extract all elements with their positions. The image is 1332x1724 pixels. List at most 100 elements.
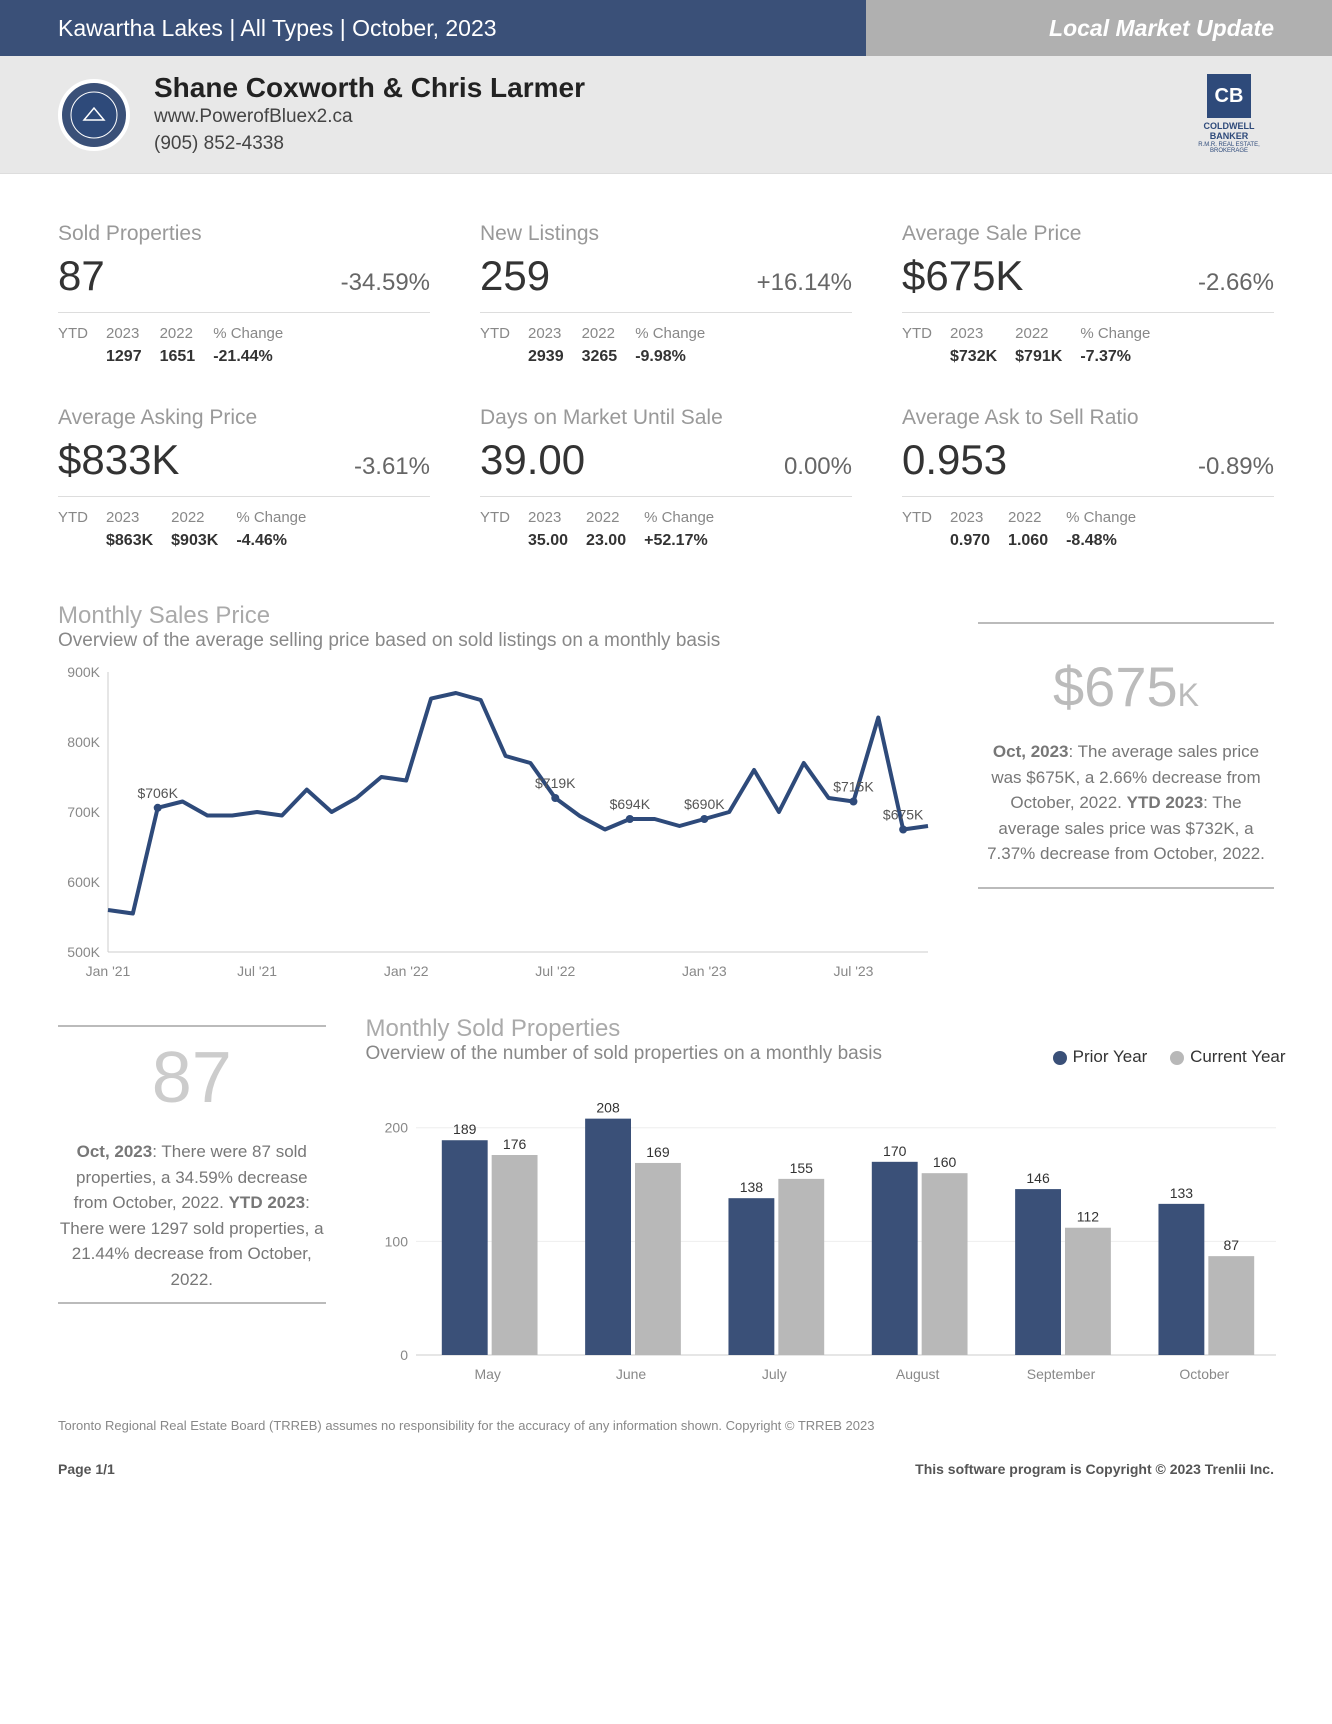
svg-text:June: June — [615, 1366, 646, 1382]
svg-text:169: 169 — [646, 1144, 670, 1160]
metric-value: 0.953 — [902, 436, 1007, 484]
svg-text:600K: 600K — [67, 874, 100, 890]
svg-text:$675K: $675K — [883, 807, 924, 823]
svg-text:Jan '23: Jan '23 — [682, 963, 727, 979]
header-bar: Kawartha Lakes | All Types | October, 20… — [0, 0, 1332, 56]
metrics-grid: Sold Properties 87 -34.59% YTD 20231297 … — [0, 174, 1332, 582]
svg-text:700K: 700K — [67, 804, 100, 820]
legend-label-current: Current Year — [1190, 1047, 1285, 1066]
line-description: Oct, 2023: The average sales price was $… — [978, 739, 1274, 867]
svg-text:Jul '21: Jul '21 — [237, 963, 277, 979]
metric-title: Average Ask to Sell Ratio — [902, 406, 1274, 430]
svg-text:112: 112 — [1076, 1209, 1099, 1225]
agent-names: Shane Coxworth & Chris Larmer — [154, 72, 585, 104]
svg-text:Jul '22: Jul '22 — [535, 963, 575, 979]
svg-text:August: August — [895, 1366, 939, 1382]
line-big-value: $675K — [978, 654, 1274, 719]
svg-text:September: September — [1026, 1366, 1095, 1382]
line-section: Monthly Sales Price Overview of the aver… — [58, 602, 1274, 987]
metric-value: 39.00 — [480, 436, 585, 484]
metric-card: Average Asking Price $833K -3.61% YTD 20… — [58, 406, 430, 550]
agent-logo-icon — [58, 79, 130, 151]
bar-side-panel: 87 Oct, 2023: There were 87 sold propert… — [58, 1015, 326, 1390]
svg-text:133: 133 — [1169, 1185, 1193, 1201]
metric-card: Average Sale Price $675K -2.66% YTD 2023… — [902, 222, 1274, 366]
svg-text:$719K: $719K — [535, 775, 576, 791]
metric-card: Sold Properties 87 -34.59% YTD 20231297 … — [58, 222, 430, 366]
metric-title: Average Asking Price — [58, 406, 430, 430]
metric-value: 87 — [58, 252, 105, 300]
bar-chart-svg: 0100200189176May208169June138155July1701… — [366, 1075, 1286, 1385]
metric-change: -3.61% — [354, 453, 430, 481]
line-chart-subtitle: Overview of the average selling price ba… — [58, 630, 938, 652]
line-side-panel: $675K Oct, 2023: The average sales price… — [978, 602, 1274, 987]
metric-value: 259 — [480, 252, 550, 300]
broker-logo: CB COLDWELL BANKER R.M.R. REAL ESTATE, B… — [1184, 74, 1274, 155]
metric-change: -2.66% — [1198, 269, 1274, 297]
metric-value: $833K — [58, 436, 179, 484]
metric-title: Average Sale Price — [902, 222, 1274, 246]
svg-text:$715K: $715K — [833, 779, 874, 795]
svg-text:189: 189 — [453, 1121, 477, 1137]
legend-label-prior: Prior Year — [1073, 1047, 1148, 1066]
metric-card: New Listings 259 +16.14% YTD 20232939 20… — [480, 222, 852, 366]
svg-text:87: 87 — [1223, 1237, 1239, 1253]
line-chart-svg: 500K 600K 700K 800K 900K Jan '21 Jul '21 Jan '2… — [58, 662, 938, 982]
line-chart: Monthly Sales Price Overview of the aver… — [58, 602, 938, 987]
svg-text:900K: 900K — [67, 664, 100, 680]
footer-page: Page 1/1 — [58, 1461, 115, 1477]
svg-text:800K: 800K — [67, 734, 100, 750]
svg-text:200: 200 — [384, 1120, 408, 1136]
svg-text:$706K: $706K — [137, 785, 178, 801]
svg-text:100: 100 — [384, 1234, 408, 1250]
svg-text:0: 0 — [400, 1347, 408, 1363]
bar-section: 87 Oct, 2023: There were 87 sold propert… — [58, 1015, 1274, 1390]
broker-sub: R.M.R. REAL ESTATE, BROKERAGE — [1184, 142, 1274, 155]
svg-text:170: 170 — [883, 1143, 907, 1159]
agent-website: www.PowerofBluex2.ca — [154, 104, 585, 131]
header-location: Kawartha Lakes | All Types | October, 20… — [0, 0, 866, 56]
metric-title: Days on Market Until Sale — [480, 406, 852, 430]
metric-change: +16.14% — [757, 269, 852, 297]
svg-text:208: 208 — [596, 1100, 620, 1116]
svg-text:138: 138 — [739, 1179, 763, 1195]
bar-chart-subtitle: Overview of the number of sold propertie… — [366, 1043, 882, 1065]
svg-text:Jan '22: Jan '22 — [384, 963, 429, 979]
svg-text:Jul '23: Jul '23 — [833, 963, 873, 979]
broker-icon: CB — [1207, 74, 1251, 118]
footer-disclaimer: Toronto Regional Real Estate Board (TRRE… — [58, 1418, 1274, 1433]
svg-text:Jan '21: Jan '21 — [86, 963, 131, 979]
svg-text:October: October — [1179, 1366, 1229, 1382]
metric-change: -0.89% — [1198, 453, 1274, 481]
legend-dot-prior — [1053, 1051, 1067, 1065]
bar-legend: Prior Year Current Year — [1035, 1047, 1286, 1067]
svg-text:176: 176 — [502, 1136, 526, 1152]
bar-chart: Monthly Sold Properties Overview of the … — [366, 1015, 1286, 1390]
svg-text:500K: 500K — [67, 944, 100, 960]
svg-text:July: July — [761, 1366, 786, 1382]
bar-big-value: 87 — [58, 1037, 326, 1119]
metric-title: Sold Properties — [58, 222, 430, 246]
metric-change: 0.00% — [784, 453, 852, 481]
footer: Toronto Regional Real Estate Board (TRRE… — [0, 1400, 1332, 1507]
agent-info: Shane Coxworth & Chris Larmer www.Powero… — [154, 72, 585, 157]
svg-text:$690K: $690K — [684, 796, 725, 812]
agent-bar: Shane Coxworth & Chris Larmer www.Powero… — [0, 56, 1332, 174]
footer-copyright: This software program is Copyright © 202… — [915, 1461, 1274, 1477]
header-title: Local Market Update — [866, 0, 1332, 56]
svg-text:160: 160 — [932, 1154, 956, 1170]
metric-value: $675K — [902, 252, 1023, 300]
metric-card: Days on Market Until Sale 39.00 0.00% YT… — [480, 406, 852, 550]
svg-text:$694K: $694K — [610, 796, 651, 812]
svg-text:146: 146 — [1026, 1170, 1050, 1186]
agent-phone: (905) 852-4338 — [154, 131, 585, 158]
metric-change: -34.59% — [341, 269, 430, 297]
bar-chart-title: Monthly Sold Properties — [366, 1015, 882, 1043]
broker-name: COLDWELL BANKER — [1184, 122, 1274, 142]
line-chart-title: Monthly Sales Price — [58, 602, 938, 630]
metric-card: Average Ask to Sell Ratio 0.953 -0.89% Y… — [902, 406, 1274, 550]
charts-section: Monthly Sales Price Overview of the aver… — [0, 582, 1332, 1400]
metric-title: New Listings — [480, 222, 852, 246]
bar-description: Oct, 2023: There were 87 sold properties… — [58, 1139, 326, 1292]
svg-text:May: May — [474, 1366, 500, 1382]
